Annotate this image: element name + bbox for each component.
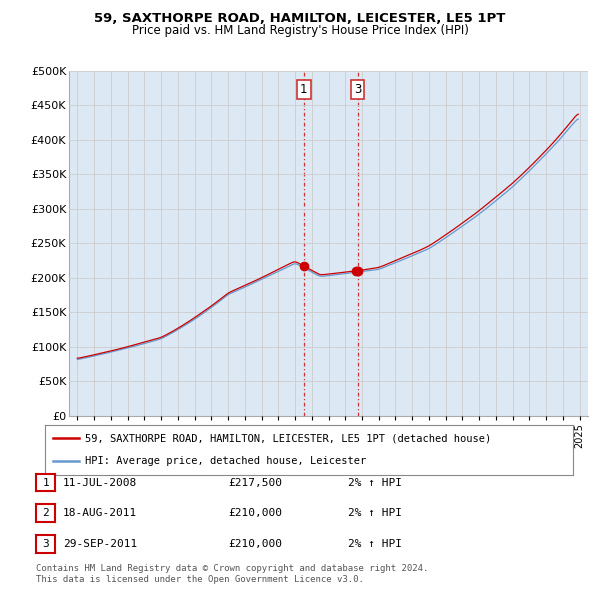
Text: 2% ↑ HPI: 2% ↑ HPI (348, 539, 402, 549)
Text: 59, SAXTHORPE ROAD, HAMILTON, LEICESTER, LE5 1PT (detached house): 59, SAXTHORPE ROAD, HAMILTON, LEICESTER,… (85, 433, 491, 443)
Text: 1: 1 (300, 83, 308, 96)
Text: This data is licensed under the Open Government Licence v3.0.: This data is licensed under the Open Gov… (36, 575, 364, 584)
Text: £217,500: £217,500 (228, 478, 282, 487)
Text: £210,000: £210,000 (228, 509, 282, 518)
Text: 3: 3 (42, 539, 49, 549)
Text: 2% ↑ HPI: 2% ↑ HPI (348, 478, 402, 487)
Text: 11-JUL-2008: 11-JUL-2008 (63, 478, 137, 487)
Text: 2: 2 (42, 509, 49, 518)
Text: 29-SEP-2011: 29-SEP-2011 (63, 539, 137, 549)
Text: 3: 3 (354, 83, 361, 96)
Text: Price paid vs. HM Land Registry's House Price Index (HPI): Price paid vs. HM Land Registry's House … (131, 24, 469, 37)
Text: 59, SAXTHORPE ROAD, HAMILTON, LEICESTER, LE5 1PT: 59, SAXTHORPE ROAD, HAMILTON, LEICESTER,… (94, 12, 506, 25)
Text: HPI: Average price, detached house, Leicester: HPI: Average price, detached house, Leic… (85, 457, 366, 467)
Text: £210,000: £210,000 (228, 539, 282, 549)
Text: Contains HM Land Registry data © Crown copyright and database right 2024.: Contains HM Land Registry data © Crown c… (36, 565, 428, 573)
Text: 18-AUG-2011: 18-AUG-2011 (63, 509, 137, 518)
Text: 1: 1 (42, 478, 49, 487)
Text: 2% ↑ HPI: 2% ↑ HPI (348, 509, 402, 518)
